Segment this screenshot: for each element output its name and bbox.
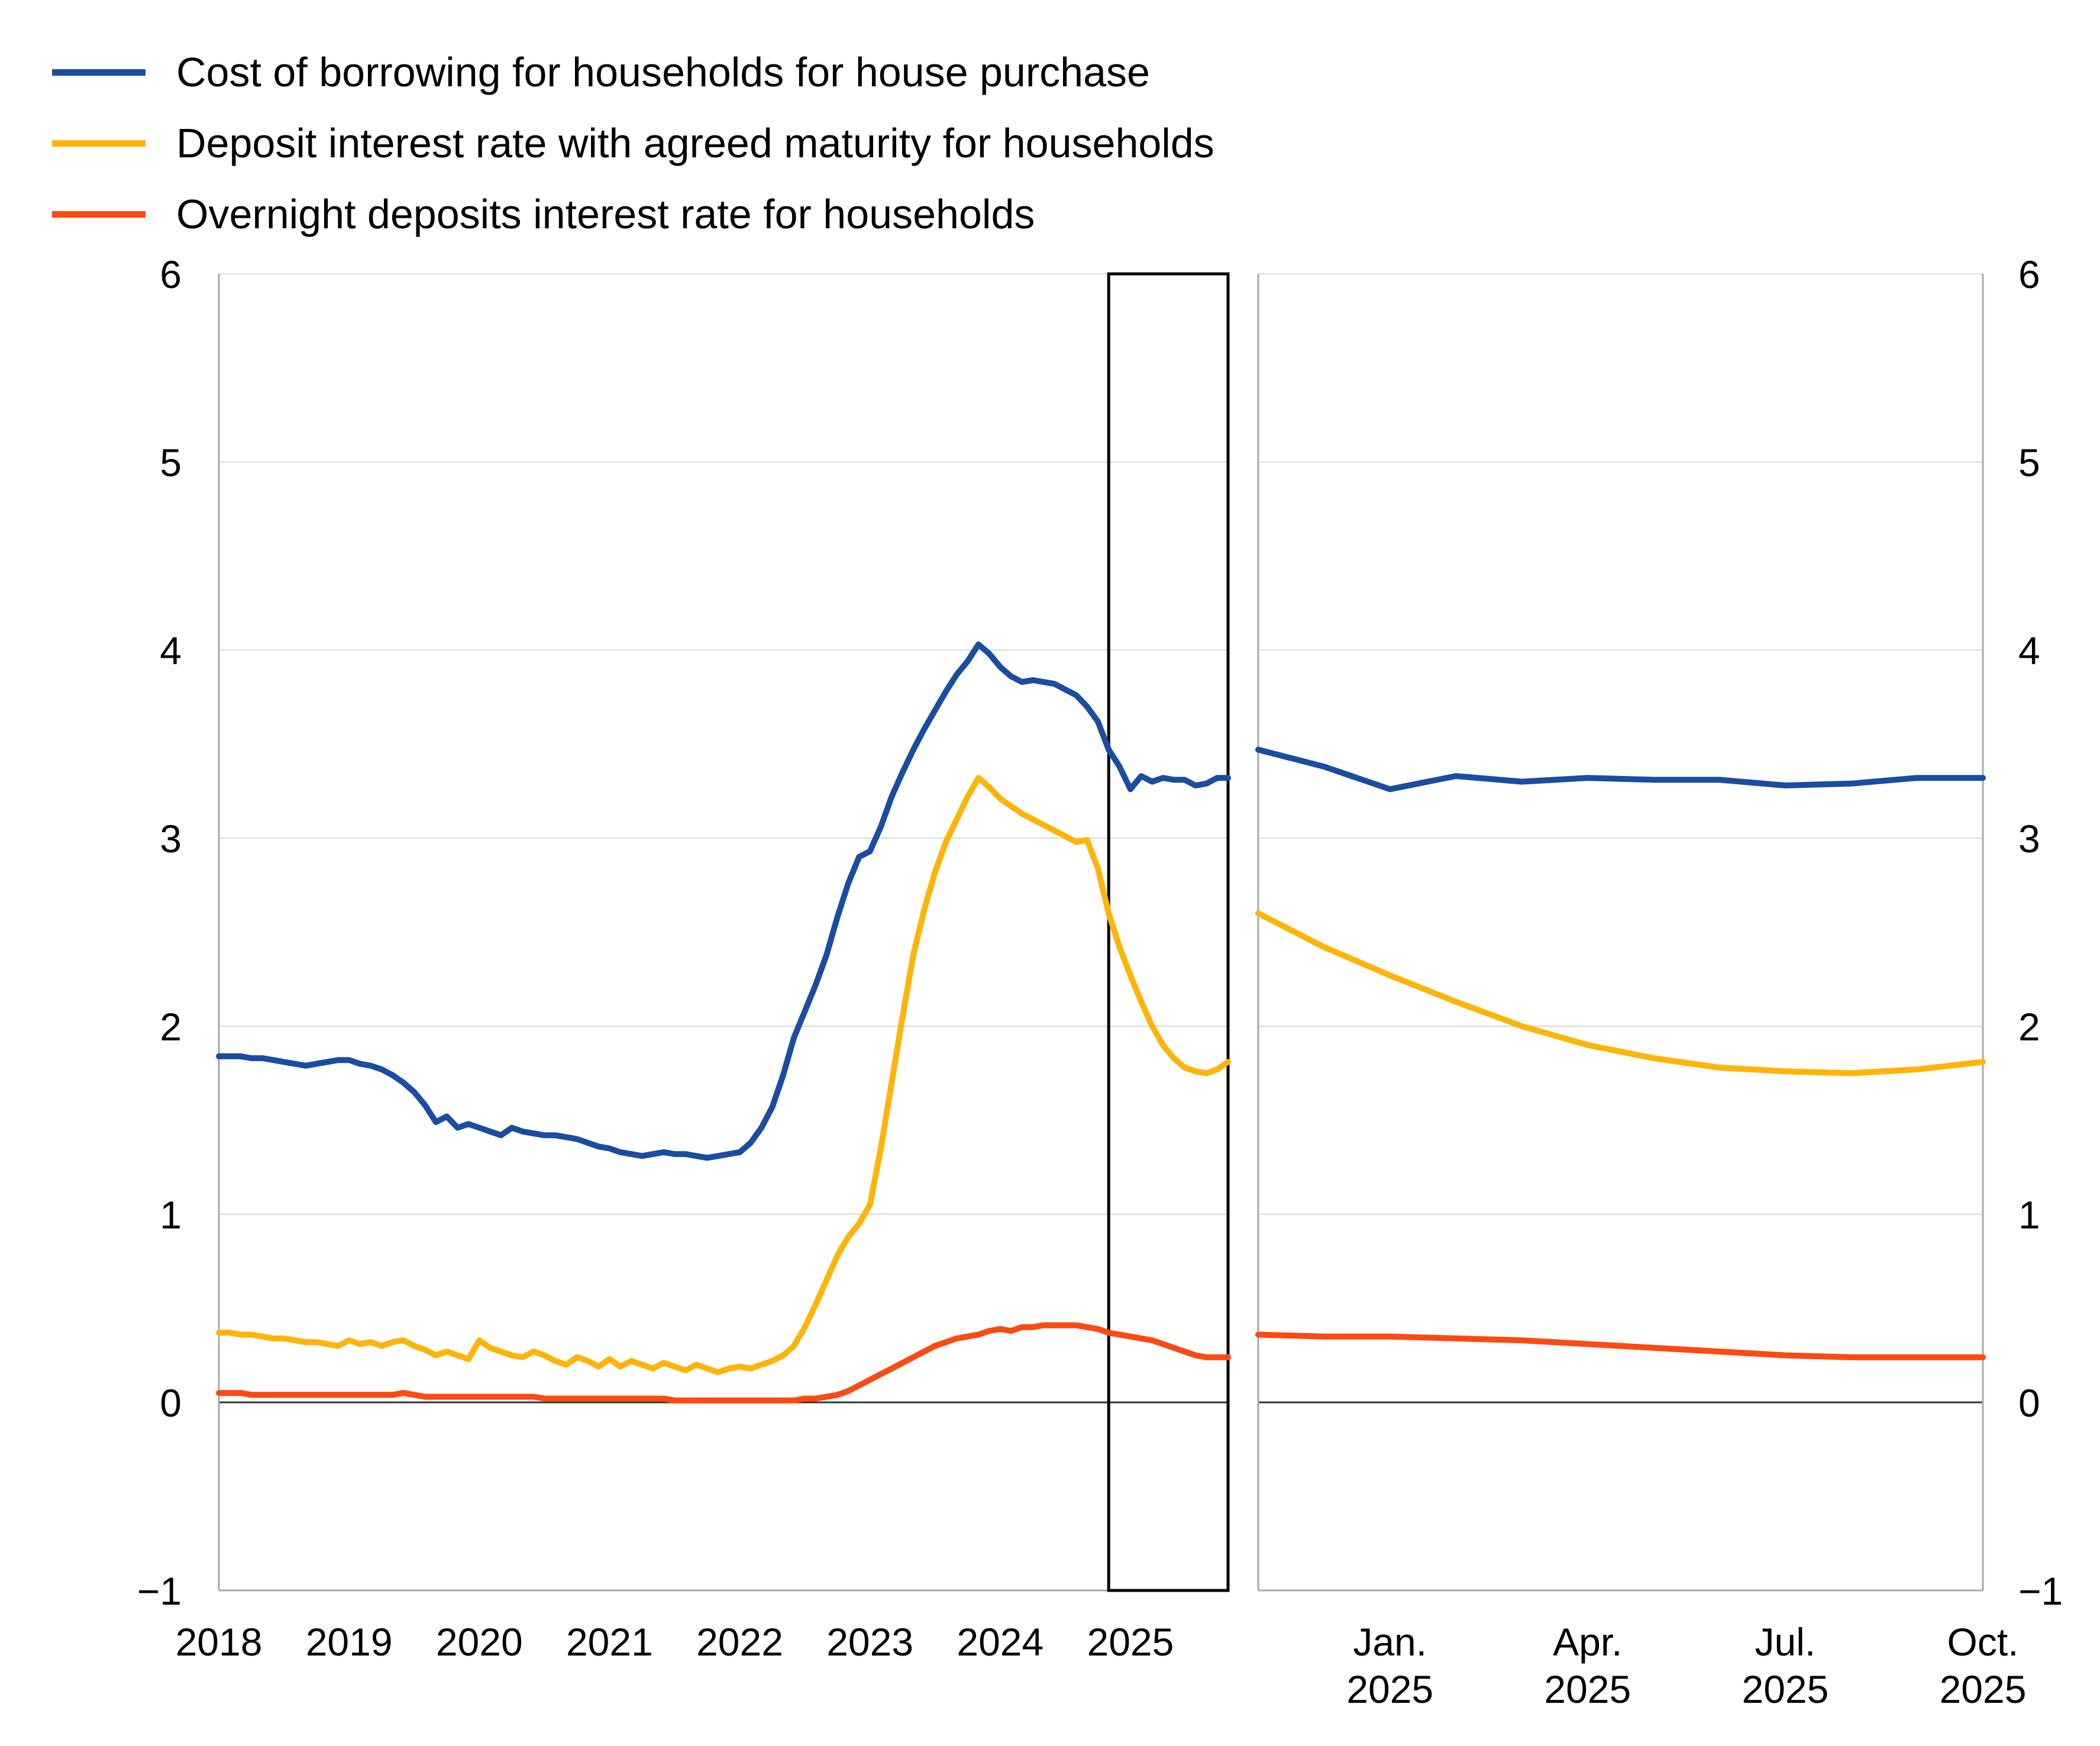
x-axis-label-month-year: 2025 bbox=[1742, 1667, 1828, 1711]
legend-label: Deposit interest rate with agreed maturi… bbox=[176, 120, 1214, 166]
x-axis-label-month: Oct. bbox=[1947, 1620, 2018, 1664]
x-axis-label-year-2020: 2020 bbox=[436, 1620, 523, 1664]
legend-item-cost-of-borrowing: Cost of borrowing for households for hou… bbox=[52, 37, 1214, 108]
blue-line-swatch-icon bbox=[52, 69, 146, 76]
series-line-zoom-last-12-months bbox=[1255, 910, 1986, 1076]
x-axis-label-year-2023: 2023 bbox=[826, 1620, 913, 1664]
series-line-zoom-last-12-months bbox=[1255, 746, 1986, 793]
y-axis-label-left-5: 5 bbox=[160, 441, 182, 484]
y-axis-label-left-−1: −1 bbox=[137, 1569, 182, 1613]
y-axis-label-right-0: 0 bbox=[2018, 1381, 2040, 1425]
y-axis-label-left-1: 1 bbox=[160, 1193, 182, 1237]
series-line-full-period bbox=[216, 775, 1231, 1376]
series-line-full-period bbox=[216, 641, 1231, 1161]
yellow-line-swatch-icon bbox=[52, 140, 146, 147]
y-axis-label-right-5: 5 bbox=[2018, 441, 2040, 484]
x-axis-label-year-2022: 2022 bbox=[696, 1620, 783, 1664]
x-axis-label-year-2021: 2021 bbox=[566, 1620, 653, 1664]
y-axis-label-right-1: 1 bbox=[2018, 1193, 2040, 1237]
legend-item-deposit-agreed-maturity: Deposit interest rate with agreed maturi… bbox=[52, 108, 1214, 179]
x-axis-label-month: Jul. bbox=[1755, 1620, 1816, 1664]
y-axis-label-left-3: 3 bbox=[160, 817, 182, 861]
y-axis-label-right-4: 4 bbox=[2018, 629, 2040, 672]
y-axis-label-left-4: 4 bbox=[160, 629, 182, 672]
red-line-swatch-icon bbox=[52, 211, 146, 218]
legend-item-overnight-deposits: Overnight deposits interest rate for hou… bbox=[52, 179, 1214, 250]
series-line-zoom-last-12-months bbox=[1255, 1331, 1986, 1360]
x-axis-label-year-2025: 2025 bbox=[1087, 1620, 1174, 1664]
y-axis-label-right-−1: −1 bbox=[2018, 1569, 2063, 1613]
legend: Cost of borrowing for households for hou… bbox=[52, 37, 1214, 250]
x-axis-label-month: Jan. bbox=[1353, 1620, 1427, 1664]
series-line-full-period bbox=[216, 1322, 1231, 1404]
highlight-box-last-12-months bbox=[1107, 272, 1230, 1592]
y-axis-label-right-3: 3 bbox=[2018, 817, 2040, 861]
y-axis-label-left-6: 6 bbox=[160, 253, 182, 296]
y-axis-label-left-0: 0 bbox=[160, 1381, 182, 1425]
x-axis-label-month: Apr. bbox=[1553, 1620, 1622, 1664]
x-axis-label-month-year: 2025 bbox=[1544, 1667, 1631, 1711]
y-axis-label-left-2: 2 bbox=[160, 1005, 182, 1049]
x-axis-label-month-year: 2025 bbox=[1940, 1667, 2027, 1711]
x-axis-label-year-2019: 2019 bbox=[306, 1620, 393, 1664]
legend-label: Cost of borrowing for households for hou… bbox=[176, 49, 1150, 95]
y-axis-label-right-2: 2 bbox=[2018, 1005, 2040, 1049]
x-axis-label-year-2024: 2024 bbox=[957, 1620, 1043, 1664]
x-axis-label-month-year: 2025 bbox=[1346, 1667, 1433, 1711]
x-axis-label-year-2018: 2018 bbox=[176, 1620, 263, 1664]
legend-label: Overnight deposits interest rate for hou… bbox=[176, 191, 1035, 237]
y-axis-label-right-6: 6 bbox=[2018, 253, 2040, 296]
